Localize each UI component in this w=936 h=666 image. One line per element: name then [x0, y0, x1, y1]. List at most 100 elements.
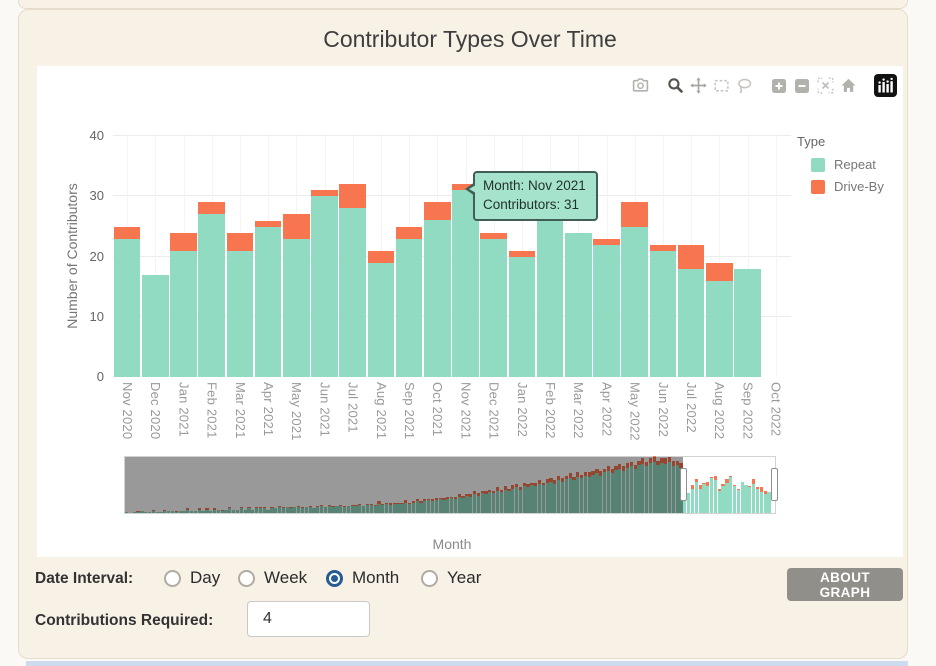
bar-repeat[interactable]	[593, 244, 620, 377]
zoom-out-icon[interactable]	[793, 77, 811, 95]
bar-driveby[interactable]	[677, 244, 705, 269]
mini-bar	[274, 508, 278, 513]
range-slider[interactable]	[124, 455, 778, 514]
bar-repeat[interactable]	[677, 268, 705, 377]
bar-driveby[interactable]	[508, 250, 536, 257]
radio-month[interactable]: Month	[326, 568, 399, 588]
pan-icon[interactable]	[689, 77, 707, 95]
mini-bar-cap	[392, 502, 396, 504]
bar-driveby[interactable]	[706, 262, 733, 281]
bar-repeat[interactable]	[226, 250, 254, 377]
mini-bar	[549, 481, 553, 513]
radio-circle-icon[interactable]	[238, 569, 255, 587]
mini-bar-cap	[472, 490, 477, 495]
bar-driveby[interactable]	[593, 238, 620, 245]
mini-bar-cap	[427, 499, 431, 501]
mini-bar	[151, 510, 155, 513]
bar-repeat[interactable]	[706, 280, 733, 377]
bar-repeat[interactable]	[480, 238, 507, 377]
bar-driveby[interactable]	[283, 214, 310, 239]
bar-repeat[interactable]	[113, 238, 141, 377]
mini-bar-cap	[339, 504, 343, 506]
slider-handle-right[interactable]	[771, 468, 778, 501]
plotly-logo-icon[interactable]	[874, 74, 897, 97]
bar-repeat[interactable]	[170, 250, 197, 377]
mini-bar	[721, 486, 725, 513]
bar-repeat[interactable]	[311, 196, 338, 377]
radio-label[interactable]: Day	[190, 568, 221, 587]
bar-driveby[interactable]	[170, 232, 197, 251]
slider-handle-left[interactable]	[679, 468, 687, 501]
bar-repeat[interactable]	[649, 250, 677, 377]
radio-circle-icon[interactable]	[421, 569, 438, 587]
reset-axes-icon[interactable]	[839, 77, 857, 95]
bar-repeat[interactable]	[536, 214, 564, 377]
plot-area[interactable]	[113, 135, 791, 377]
bar-driveby[interactable]	[395, 226, 423, 239]
autoscale-icon[interactable]	[816, 77, 834, 95]
bar-driveby[interactable]	[198, 202, 225, 215]
box-select-icon[interactable]	[712, 77, 730, 95]
mini-bar-cap	[358, 503, 362, 505]
legend-item-driveby[interactable]: Drive-By	[811, 179, 884, 194]
mini-bar-cap	[342, 506, 347, 508]
bar-repeat[interactable]	[565, 232, 592, 377]
about-graph-button[interactable]: ABOUT GRAPH	[787, 568, 903, 601]
zoom-in-icon[interactable]	[770, 77, 788, 95]
bar-driveby[interactable]	[226, 232, 254, 251]
bar-driveby[interactable]	[367, 250, 395, 263]
camera-icon[interactable]	[631, 77, 649, 95]
mini-bar	[759, 492, 763, 513]
lasso-icon[interactable]	[735, 77, 753, 95]
mini-bar-cap	[515, 483, 519, 488]
bar-driveby[interactable]	[113, 226, 141, 239]
bar-driveby[interactable]	[311, 190, 338, 197]
mini-bar	[251, 509, 255, 513]
bar-repeat[interactable]	[424, 220, 451, 377]
mini-bar	[446, 499, 450, 513]
bar-repeat[interactable]	[621, 226, 648, 377]
legend-item-repeat[interactable]: Repeat	[811, 157, 884, 172]
radio-year[interactable]: Year	[421, 568, 481, 588]
bar-repeat[interactable]	[395, 238, 423, 377]
radio-label[interactable]: Year	[447, 568, 482, 587]
mini-bar	[587, 476, 591, 513]
bar-repeat[interactable]	[339, 208, 366, 377]
mini-bar	[710, 478, 714, 513]
bar-driveby[interactable]	[480, 232, 507, 239]
bar-driveby[interactable]	[424, 202, 451, 221]
mini-bar-cap	[381, 503, 385, 505]
bar-repeat[interactable]	[142, 274, 169, 377]
bar-driveby[interactable]	[254, 220, 282, 227]
contributions-required-input[interactable]	[247, 601, 370, 637]
slider-mask	[125, 457, 684, 513]
bar-driveby[interactable]	[621, 202, 648, 227]
mini-bar	[235, 509, 240, 513]
bar-repeat[interactable]	[452, 190, 479, 377]
mini-bar-cap	[752, 479, 756, 484]
radio-circle-selected-icon[interactable]	[326, 569, 343, 587]
radio-label[interactable]: Month	[352, 568, 400, 587]
mini-bar-cap	[247, 507, 251, 509]
bar-repeat[interactable]	[254, 226, 282, 377]
radio-week[interactable]: Week	[238, 568, 307, 588]
bar-driveby[interactable]	[649, 244, 677, 251]
mini-bar	[147, 511, 152, 513]
radio-circle-icon[interactable]	[164, 569, 181, 587]
bar-repeat[interactable]	[367, 262, 395, 377]
bar-repeat[interactable]	[198, 214, 225, 377]
mini-bar	[232, 509, 236, 513]
radio-day[interactable]: Day	[164, 568, 220, 588]
mini-bar	[610, 473, 614, 513]
mini-bar	[652, 461, 656, 513]
radio-label[interactable]: Week	[264, 568, 308, 587]
mini-bar	[140, 510, 144, 513]
bar-repeat[interactable]	[283, 238, 310, 377]
zoom-icon[interactable]	[666, 77, 684, 95]
bar-repeat[interactable]	[508, 256, 536, 377]
mini-bar-cap	[599, 471, 603, 476]
bar-driveby[interactable]	[339, 184, 366, 209]
mini-bar	[572, 480, 576, 513]
bar-repeat[interactable]	[734, 268, 761, 377]
mini-bar-cap	[736, 488, 740, 490]
